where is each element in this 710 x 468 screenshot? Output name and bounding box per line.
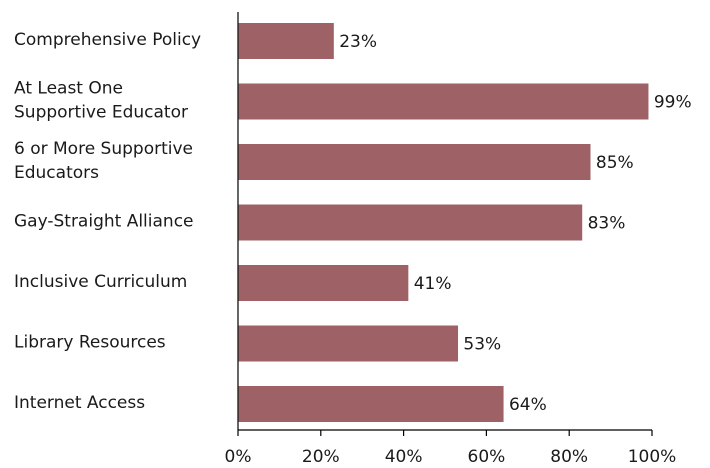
bar <box>238 204 583 241</box>
x-tick-label: 0% <box>225 447 252 467</box>
x-tick-label: 20% <box>302 447 340 467</box>
category-label: Library Resources <box>14 333 166 353</box>
value-labels: 23% 99% 85% 83% 41% 53% 64% <box>339 32 691 415</box>
value-label: 23% <box>339 32 377 52</box>
x-axis-ticks: 0% 20% 40% 60% 80% 100% <box>225 430 677 467</box>
category-label: Internet Access <box>14 393 145 413</box>
x-tick-label: 80% <box>550 447 588 467</box>
value-label: 64% <box>509 395 547 415</box>
x-tick-label: 40% <box>385 447 423 467</box>
bar <box>238 144 591 180</box>
category-label: Gay-Straight Alliance <box>14 212 194 232</box>
category-label: Educators <box>14 163 99 183</box>
bar <box>238 23 334 59</box>
bars <box>238 23 649 422</box>
category-label: At Least One <box>14 79 123 99</box>
value-label: 83% <box>588 214 626 234</box>
category-label: Comprehensive Policy <box>14 30 201 50</box>
category-label: Supportive Educator <box>14 103 188 123</box>
x-tick-label: 60% <box>468 447 506 467</box>
x-tick-label: 100% <box>628 447 677 467</box>
category-label: Inclusive Curriculum <box>14 272 187 292</box>
value-label: 53% <box>463 335 501 355</box>
value-label: 99% <box>654 93 692 113</box>
category-labels: Comprehensive Policy At Least One Supporti… <box>14 30 201 413</box>
bar <box>238 83 649 120</box>
bar <box>238 265 409 301</box>
bar <box>238 325 459 362</box>
value-label: 85% <box>596 153 634 173</box>
category-label: 6 or More Supportive <box>14 139 193 159</box>
value-label: 41% <box>414 274 452 294</box>
bar <box>238 386 504 422</box>
